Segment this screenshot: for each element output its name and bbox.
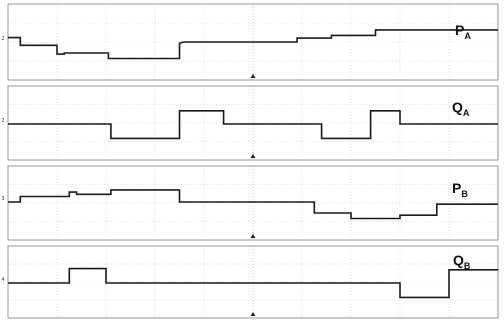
panel-q-b: 4 QB [2, 245, 499, 319]
channel-marker: 3 [2, 196, 5, 202]
trigger-marker-icon [250, 234, 256, 238]
series-label: QA [452, 99, 470, 118]
trace-p-b [8, 189, 498, 220]
panel-p-a: 2 PA [2, 3, 499, 81]
trigger-marker-icon [250, 312, 256, 316]
series-label-subscript: B [464, 261, 471, 271]
channel-marker: 2 [2, 36, 5, 42]
trigger-marker-icon [250, 74, 256, 78]
channel-marker: 2 [2, 118, 5, 124]
series-label-subscript: A [463, 108, 470, 118]
series-label: PA [455, 22, 471, 41]
panel-p-b: 3 PB [2, 165, 499, 241]
series-label-subscript: A [464, 31, 471, 41]
panel-q-a: 2 QA [2, 85, 499, 161]
trigger-marker-icon [250, 154, 256, 158]
series-label: PB [452, 180, 468, 199]
trace-p-a [8, 29, 498, 60]
trace-q-a [8, 110, 498, 140]
series-label: QB [453, 252, 471, 271]
trace-q-b [8, 267, 498, 299]
series-label-subscript: B [461, 189, 468, 199]
channel-marker: 4 [2, 277, 5, 283]
